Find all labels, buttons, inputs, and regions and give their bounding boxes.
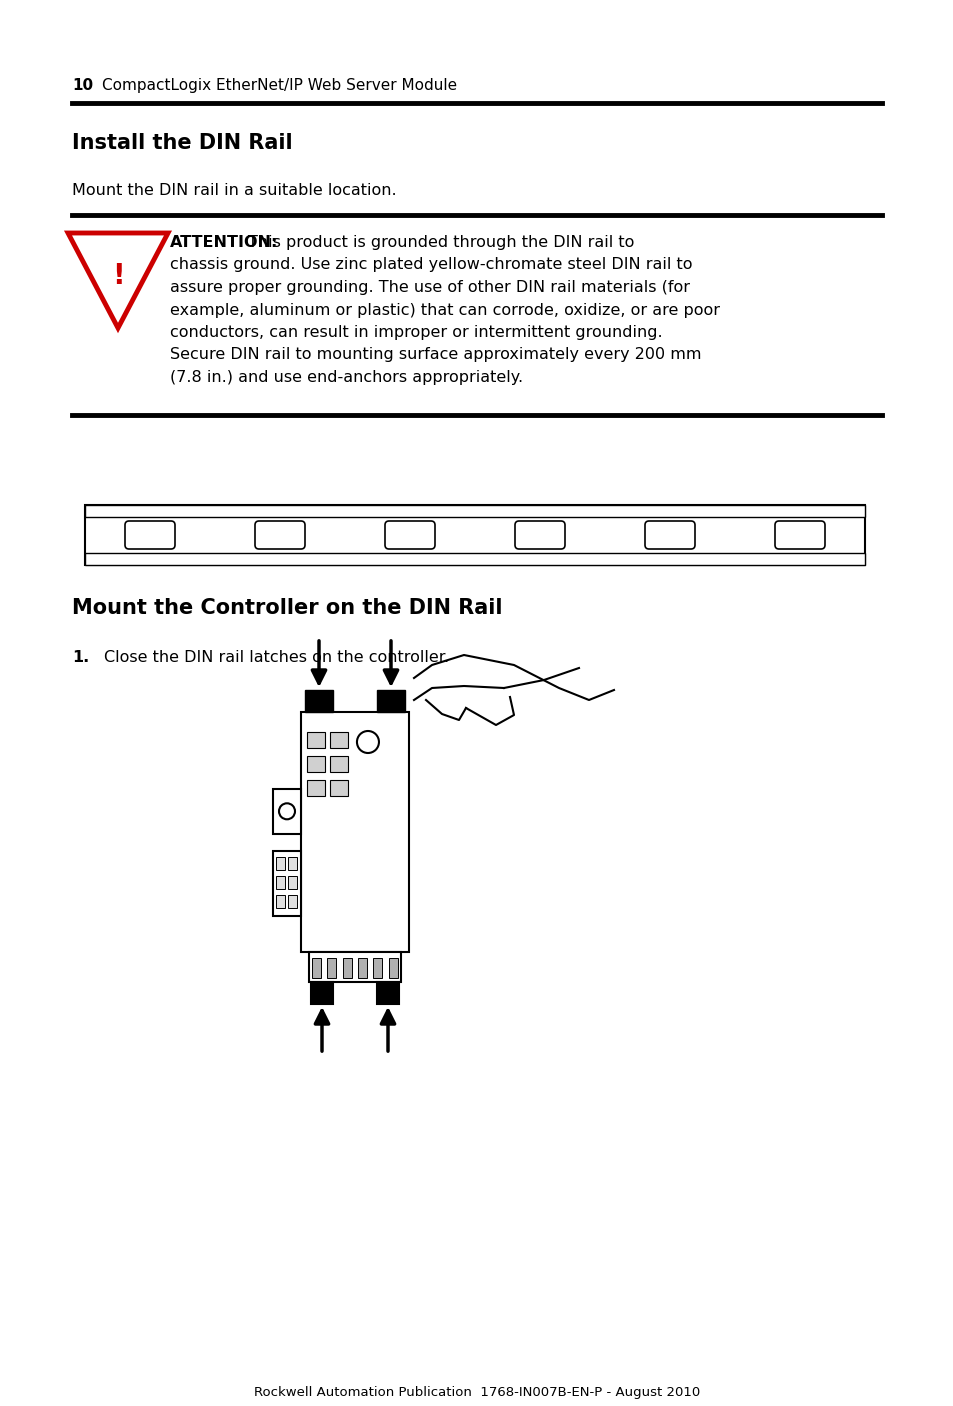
- Bar: [311, 981, 333, 1004]
- Text: chassis ground. Use zinc plated yellow-chromate steel DIN rail to: chassis ground. Use zinc plated yellow-c…: [170, 257, 692, 273]
- Bar: [376, 690, 405, 711]
- Text: Install the DIN Rail: Install the DIN Rail: [71, 134, 293, 153]
- Bar: [85, 505, 864, 517]
- Text: example, aluminum or plastic) that can corrode, oxidize, or are poor: example, aluminum or plastic) that can c…: [170, 302, 720, 318]
- Text: 1.: 1.: [71, 650, 90, 665]
- Bar: [273, 851, 301, 917]
- Bar: [357, 957, 367, 979]
- Bar: [309, 952, 400, 981]
- Text: conductors, can result in improper or intermittent grounding.: conductors, can result in improper or in…: [170, 325, 662, 340]
- Bar: [273, 789, 301, 834]
- Text: Mount the DIN rail in a suitable location.: Mount the DIN rail in a suitable locatio…: [71, 183, 396, 198]
- Text: CompactLogix EtherNet/IP Web Server Module: CompactLogix EtherNet/IP Web Server Modu…: [102, 77, 456, 93]
- Bar: [342, 957, 352, 979]
- Bar: [275, 896, 285, 908]
- Bar: [288, 896, 296, 908]
- Text: This product is grounded through the DIN rail to: This product is grounded through the DIN…: [248, 235, 634, 250]
- Bar: [275, 876, 285, 889]
- Bar: [389, 957, 397, 979]
- Bar: [288, 858, 296, 870]
- FancyBboxPatch shape: [774, 522, 824, 548]
- Bar: [275, 858, 285, 870]
- Text: Rockwell Automation Publication  1768-IN007B-EN-P - August 2010: Rockwell Automation Publication 1768-IN0…: [253, 1386, 700, 1399]
- Text: assure proper grounding. The use of other DIN rail materials (for: assure proper grounding. The use of othe…: [170, 280, 689, 295]
- Bar: [307, 733, 325, 748]
- FancyBboxPatch shape: [254, 522, 305, 548]
- Text: Mount the Controller on the DIN Rail: Mount the Controller on the DIN Rail: [71, 598, 502, 619]
- Bar: [330, 733, 348, 748]
- Bar: [307, 780, 325, 796]
- Text: (7.8 in.) and use end-anchors appropriately.: (7.8 in.) and use end-anchors appropriat…: [170, 370, 522, 385]
- Text: ATTENTION:: ATTENTION:: [170, 235, 278, 250]
- Bar: [327, 957, 336, 979]
- Bar: [330, 780, 348, 796]
- Text: 10: 10: [71, 77, 93, 93]
- Text: Secure DIN rail to mounting surface approximately every 200 mm: Secure DIN rail to mounting surface appr…: [170, 347, 700, 363]
- FancyBboxPatch shape: [125, 522, 174, 548]
- Bar: [330, 756, 348, 772]
- Bar: [307, 756, 325, 772]
- Bar: [374, 957, 382, 979]
- Bar: [301, 711, 409, 952]
- Bar: [288, 876, 296, 889]
- Polygon shape: [68, 233, 168, 328]
- Text: !: !: [112, 262, 124, 290]
- Bar: [85, 505, 864, 565]
- Bar: [85, 553, 864, 565]
- FancyBboxPatch shape: [385, 522, 435, 548]
- FancyBboxPatch shape: [515, 522, 564, 548]
- FancyBboxPatch shape: [644, 522, 695, 548]
- Text: Close the DIN rail latches on the controller.: Close the DIN rail latches on the contro…: [104, 650, 449, 665]
- Bar: [312, 957, 321, 979]
- Bar: [376, 981, 398, 1004]
- Bar: [305, 690, 333, 711]
